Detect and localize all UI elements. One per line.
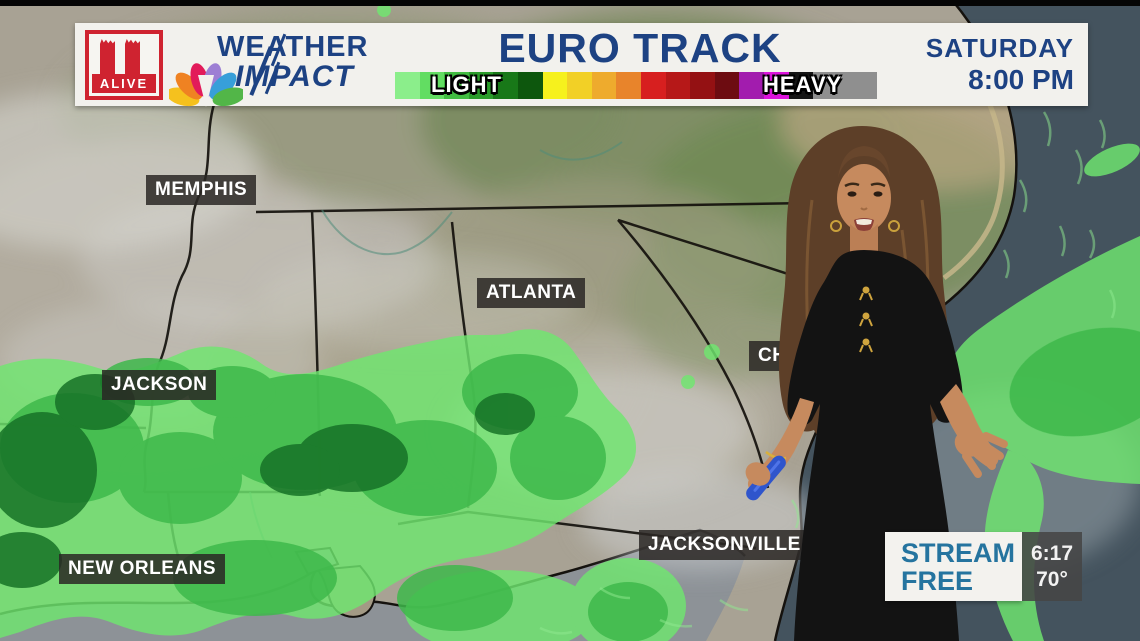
legend-heavy-label: HEAVY [763, 72, 843, 97]
station-logo-digit [100, 39, 115, 74]
legend-color-segment [690, 72, 715, 99]
stream-promo-line1: STREAM [901, 538, 1015, 568]
current-temp: 70° [1036, 568, 1068, 591]
outer-banks [942, 94, 1005, 281]
legend-colorbar [395, 72, 878, 99]
legend-color-segment [493, 72, 518, 99]
letterbox-top [0, 0, 1140, 6]
legend-color-segment [517, 72, 543, 99]
hoop-earring-left [830, 220, 842, 232]
stream-free-promo: STREAM FREE [885, 532, 1022, 601]
wind-streaks [539, 111, 1116, 635]
segment-title: EURO TRACK [498, 25, 782, 71]
legend-color-segment [444, 72, 469, 99]
precip-legend: LIGHT HEAVY [395, 72, 878, 99]
legend-color-segment [640, 72, 666, 99]
hair-fringe [838, 146, 890, 178]
left-hand-fingers [962, 432, 1008, 478]
nbc-peacock-icon [169, 63, 243, 107]
presenter-face [837, 164, 891, 232]
station-logo-digit [125, 39, 140, 74]
city-label-jacksonville: JACKSONVILLE [639, 530, 810, 560]
legend-color-segment [591, 72, 617, 99]
city-label-memphis: MEMPHIS [146, 175, 257, 205]
legend-color-segment [395, 72, 420, 99]
legend-color-segment [665, 72, 691, 99]
legend-color-segment [542, 72, 568, 99]
legend-color-segment [419, 72, 445, 99]
legend-color-segment [616, 72, 641, 99]
stream-promo-line2: FREE [901, 566, 974, 596]
current-time: 6:17 [1030, 542, 1074, 565]
brand-line-weather: WEATHER [217, 31, 369, 63]
city-label-jackson: JACKSON [102, 370, 217, 400]
precip-heavy [0, 374, 535, 588]
legend-color-segment [714, 72, 740, 99]
city-label-atlanta: ATLANTA [477, 278, 586, 308]
hoop-earring-right [888, 220, 900, 232]
precip-medium [0, 327, 1140, 641]
legend-color-segment [813, 72, 878, 99]
valid-time: SATURDAY 8:00 PM [926, 33, 1074, 95]
station-logo-name: ALIVE [92, 74, 156, 93]
legend-color-segment [763, 72, 789, 99]
legend-light-label: LIGHT [431, 72, 502, 97]
header-bar: ALIVE WEATHER IMPACT EURO TRACK LIGHT [75, 23, 1088, 107]
valid-day: SATURDAY [925, 33, 1074, 63]
face-features [844, 182, 886, 233]
city-label-new-orleans: NEW ORLEANS [59, 554, 225, 584]
dress-buttons [859, 286, 873, 353]
legend-color-segment [788, 72, 814, 99]
station-logo: ALIVE [85, 30, 163, 100]
valid-hour: 8:00 PM [968, 64, 1074, 95]
weather-impact-brand: WEATHER IMPACT [203, 31, 473, 96]
presenter-right-hand [745, 462, 771, 486]
legend-color-segment [739, 72, 764, 99]
time-temp-bug: 6:17 70° [1022, 532, 1082, 601]
legend-color-segment [567, 72, 592, 99]
legend-color-segment [468, 72, 494, 99]
